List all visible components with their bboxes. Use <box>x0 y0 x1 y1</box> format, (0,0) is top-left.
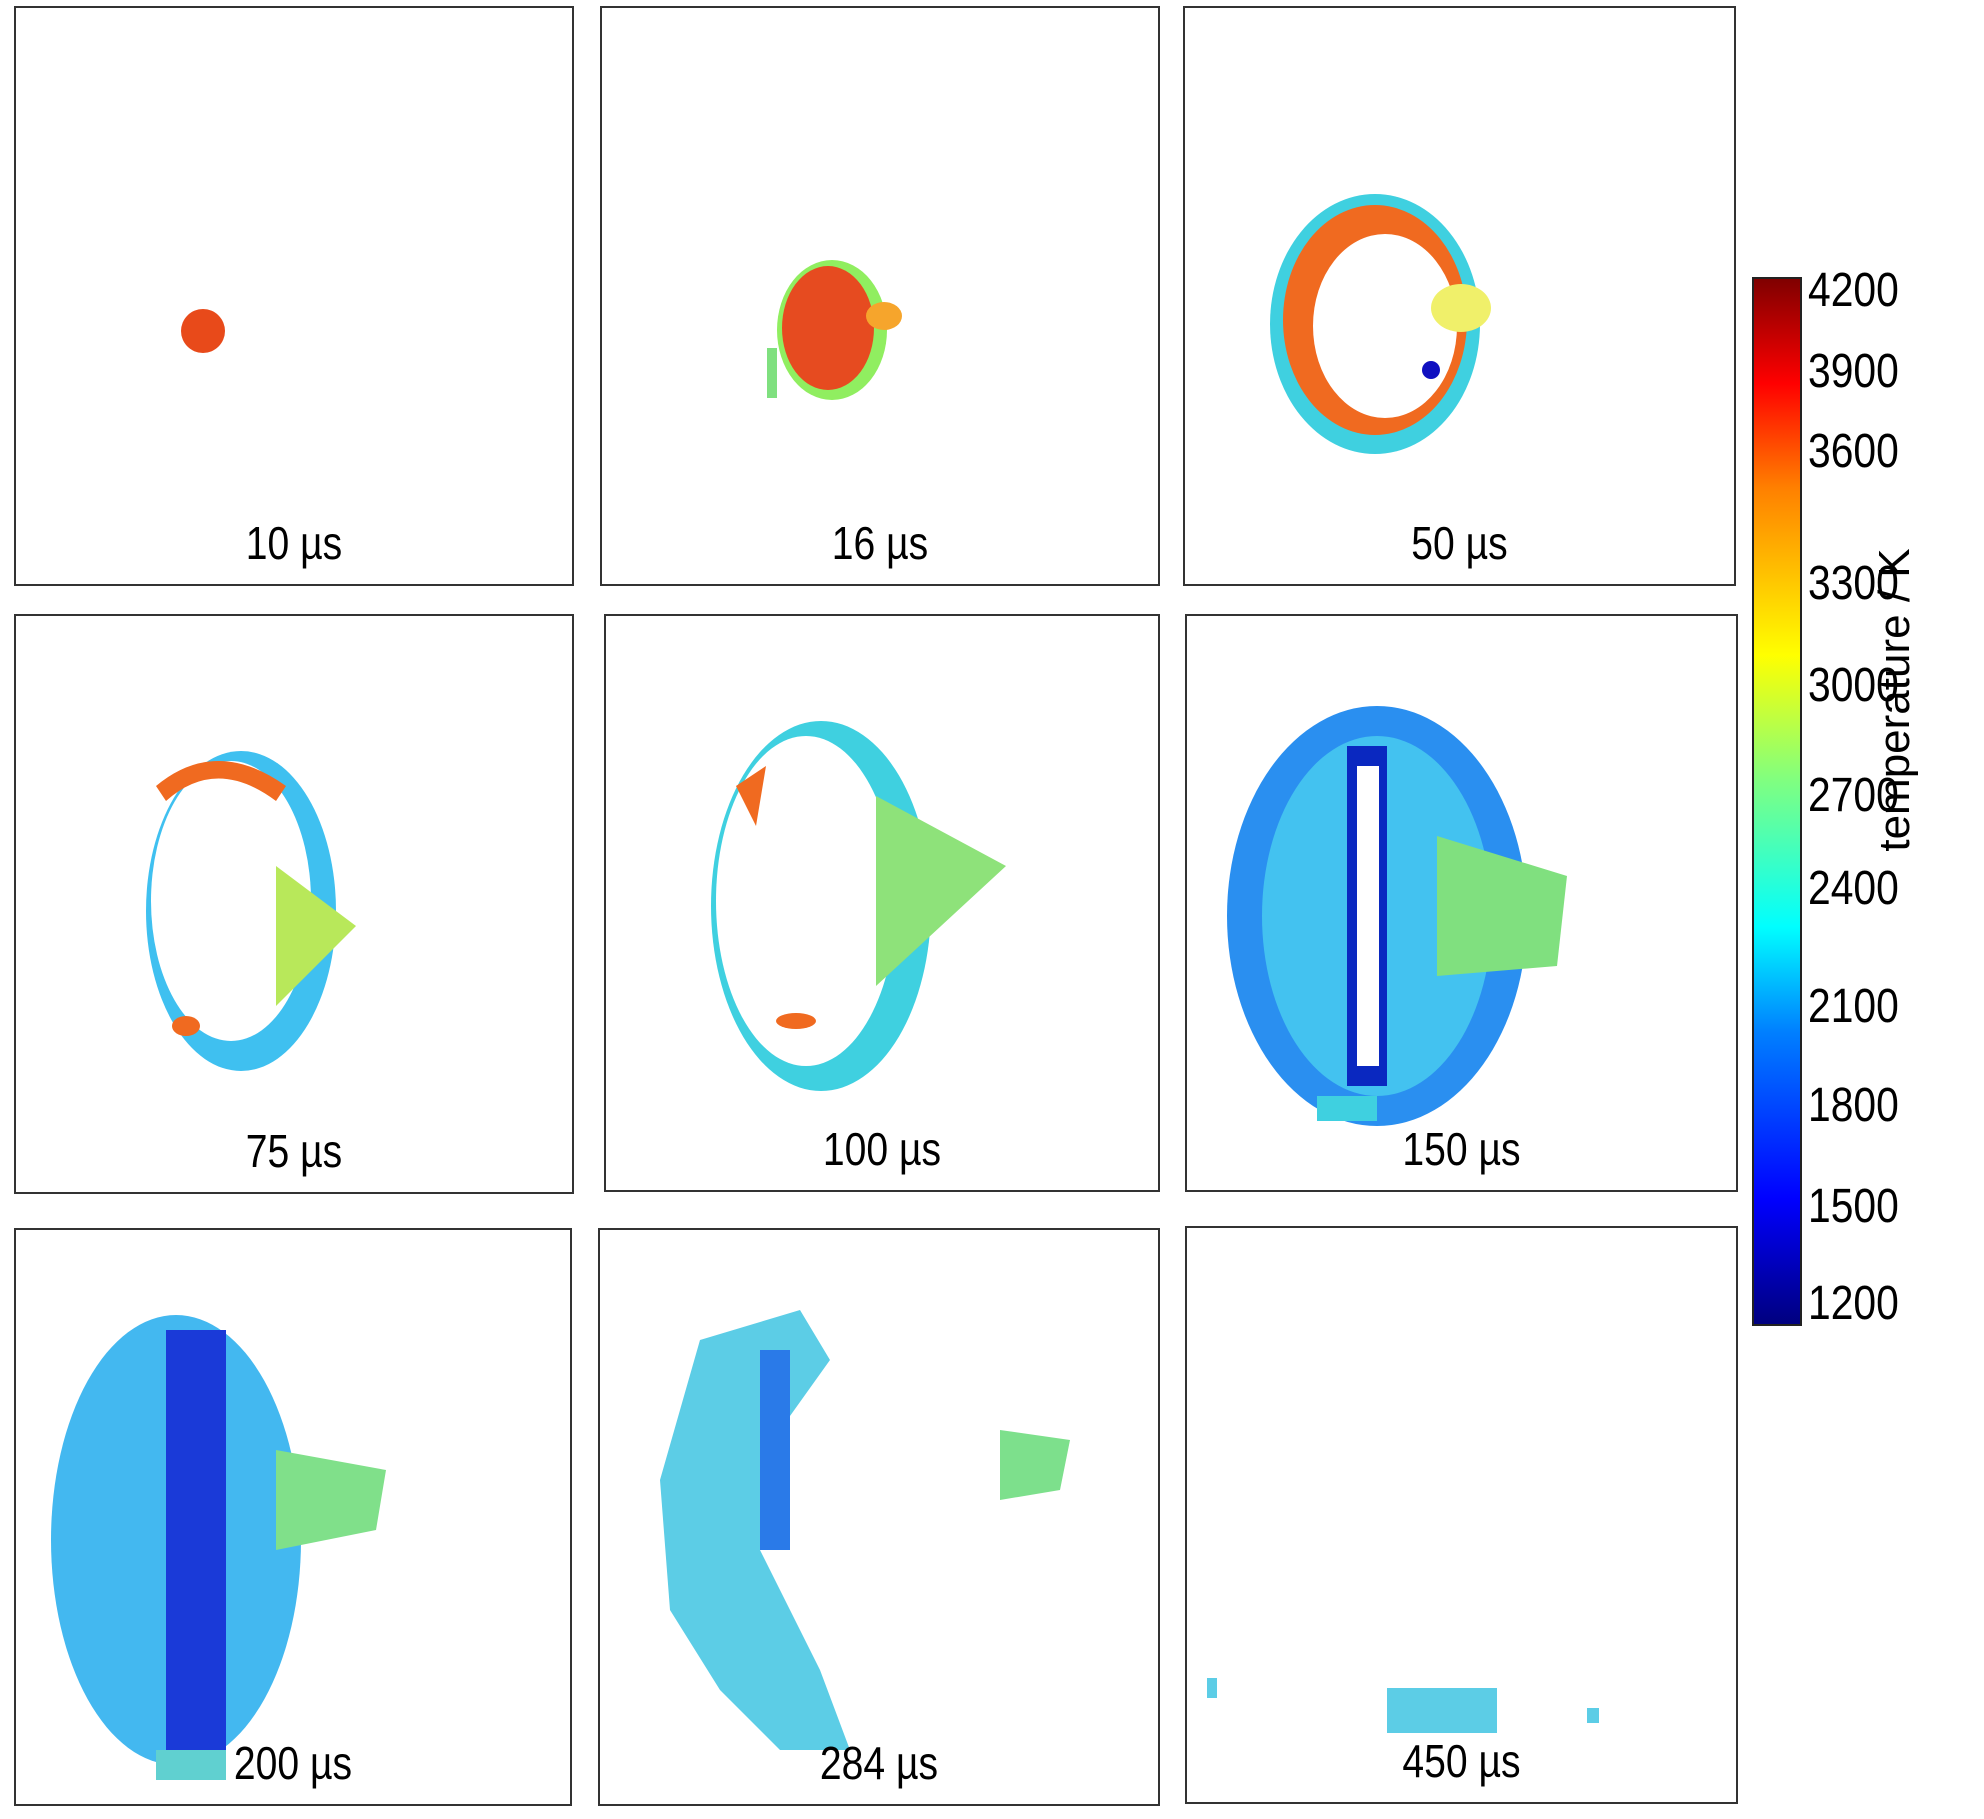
panel-5: 100 µs <box>604 614 1160 1192</box>
panel-time-label: 75 µs <box>245 1125 343 1177</box>
colorbar-tick-label: 2400 <box>1808 862 1899 915</box>
panel-3: 50 µs <box>1183 6 1736 586</box>
panel-6: 150 µs <box>1185 614 1738 1192</box>
panel-9: 450 µs <box>1185 1226 1738 1804</box>
colorbar-tick-label: 3300 <box>1808 557 1899 610</box>
panel-heatmap-4 <box>146 751 356 1071</box>
colorbar-tick-label: 1200 <box>1808 1277 1899 1330</box>
colorbar-tick-label: 1800 <box>1808 1079 1899 1132</box>
panel-heatmap-3 <box>1270 194 1491 454</box>
panel-heatmap-1 <box>181 309 225 353</box>
colorbar-tick-label: 3900 <box>1808 345 1899 398</box>
panel-time-label: 100 µs <box>822 1123 942 1175</box>
panel-time-label: 150 µs <box>1402 1123 1521 1175</box>
panel-time-label: 200 µs <box>233 1737 353 1789</box>
colorbar-tick-label: 2100 <box>1808 980 1899 1033</box>
panel-4: 75 µs <box>14 614 574 1194</box>
panel-2: 16 µs <box>600 6 1160 586</box>
colorbar <box>1752 277 1802 1326</box>
panel-time-label: 16 µs <box>831 517 929 569</box>
panel-8: 284 µs <box>598 1228 1160 1806</box>
panel-time-label: 450 µs <box>1402 1735 1521 1787</box>
colorbar-title: temperature / K <box>1870 548 1919 852</box>
panel-time-label: 10 µs <box>245 517 343 569</box>
panel-heatmap-6 <box>1227 706 1567 1126</box>
panel-time-label: 50 µs <box>1411 517 1508 569</box>
colorbar-tick-label: 1500 <box>1808 1180 1899 1233</box>
panel-heatmap-9 <box>1207 1678 1599 1733</box>
panel-heatmap-5 <box>711 721 1006 1091</box>
colorbar-tick-label: 3000 <box>1808 659 1899 712</box>
panel-7: 200 µs <box>14 1228 572 1806</box>
panel-1: 10 µs <box>14 6 574 586</box>
panel-time-label: 284 µs <box>819 1737 939 1789</box>
panel-heatmap-8 <box>660 1310 1070 1750</box>
panel-heatmap-7 <box>51 1315 386 1780</box>
colorbar-tick-label: 3600 <box>1808 425 1899 478</box>
colorbar-tick-label: 4200 <box>1808 264 1899 317</box>
panel-heatmap-2 <box>767 260 902 400</box>
colorbar-tick-label: 2700 <box>1808 769 1899 822</box>
